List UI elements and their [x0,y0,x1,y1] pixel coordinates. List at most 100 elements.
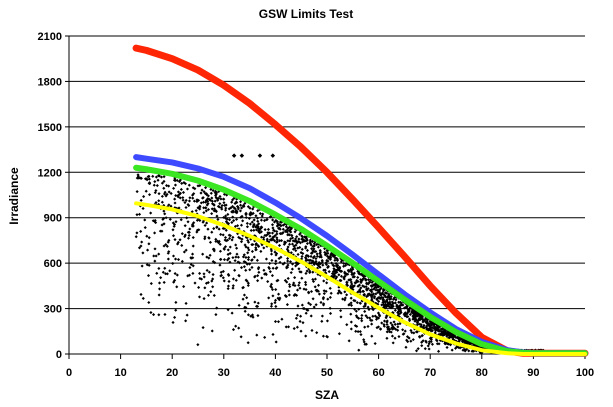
scatter-point [214,237,218,241]
scatter-point [385,319,389,323]
scatter-point [176,190,180,194]
scatter-point [153,191,157,195]
scatter-point [314,257,318,261]
scatter-point [246,258,250,262]
scatter-point [362,293,366,297]
scatter-point [316,289,320,293]
scatter-point [283,229,287,233]
scatter-point [449,334,454,338]
scatter-point [424,320,428,324]
scatter-point [239,335,243,339]
scatter-point [228,260,232,264]
scatter-point [328,254,333,258]
scatter-point [328,306,332,310]
scatter-point [162,244,166,248]
scatter-point [266,227,270,231]
scatter-point [193,281,197,285]
scatter-point [176,240,180,244]
scatter-point [409,328,413,333]
scatter-point [366,324,370,329]
scatter-point [443,329,447,333]
scatter-point [165,192,169,196]
scatter-point [177,206,181,210]
scatter-point [270,285,274,289]
scatter-point [457,337,461,341]
scatter-point [141,296,145,300]
scatter-point [158,229,162,233]
scatter-point [320,314,324,318]
scatter-point [345,323,349,327]
scatter-point [243,309,247,313]
scatter-point [244,268,248,272]
scatter-point [162,209,166,213]
scatter-point [205,193,209,197]
scatter-point [397,306,401,310]
scatter-point [348,278,352,282]
scatter-point [334,261,338,266]
scatter-point [142,194,146,199]
scatter-point [305,269,309,273]
scatter-point [365,316,369,320]
scatter-point [371,308,375,312]
scatter-point [427,340,431,344]
scatter-point [273,301,277,305]
scatter-point [296,252,300,257]
scatter-point [433,331,437,335]
scatter-point [231,328,236,332]
scatter-point [436,349,441,353]
scatter-point [207,197,211,201]
scatter-point [203,286,207,290]
scatter-point [247,216,251,221]
scatter-point [202,297,206,301]
scatter-point [390,334,394,338]
scatter-point [223,245,228,249]
scatter-point [281,223,285,227]
scatter-point [175,178,179,183]
scatter-point [337,273,341,277]
scatter-point [315,252,319,256]
scatter-point [290,267,294,271]
scatter-point [317,292,321,296]
scatter-point [312,262,316,266]
scatter-point [270,287,275,292]
scatter-point [147,242,151,246]
scatter-point [443,341,447,345]
scatter-point [468,342,472,346]
scatter-point [459,337,463,341]
scatter-point [171,254,176,258]
scatter-point [171,261,175,266]
scatter-point [219,232,223,237]
scatter-point [234,243,238,247]
scatter-point [306,258,310,262]
x-tick-label: 90 [527,367,539,379]
scatter-point [243,243,247,247]
scatter-point [251,207,255,211]
scatter-point [147,177,151,181]
scatter-point [347,303,351,307]
scatter-point [206,207,211,212]
scatter-point [186,274,190,278]
scatter-point [252,228,256,232]
scatter-point [173,257,178,261]
scatter-point [310,239,315,244]
scatter-point [286,239,290,243]
scatter-point [362,338,366,342]
scatter-point [246,341,250,345]
scatter-point [202,190,206,194]
scatter-point [366,292,370,296]
scatter-point [237,274,241,278]
scatter-point [321,295,326,300]
scatter-point [160,223,164,227]
scatter-point [338,265,342,269]
scatter-point [339,309,343,313]
scatter-point [261,212,265,216]
scatter-point [352,275,356,279]
scatter-point [289,271,293,275]
scatter-point [401,303,405,307]
scatter-point [208,240,212,244]
scatter-point [300,303,304,307]
scatter-point [254,242,258,246]
scatter-point [146,248,150,252]
scatter-point [137,212,142,216]
scatter-point [362,276,366,280]
